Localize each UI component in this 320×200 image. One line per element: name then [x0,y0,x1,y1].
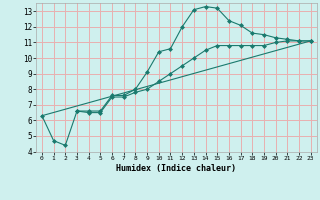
X-axis label: Humidex (Indice chaleur): Humidex (Indice chaleur) [116,164,236,173]
